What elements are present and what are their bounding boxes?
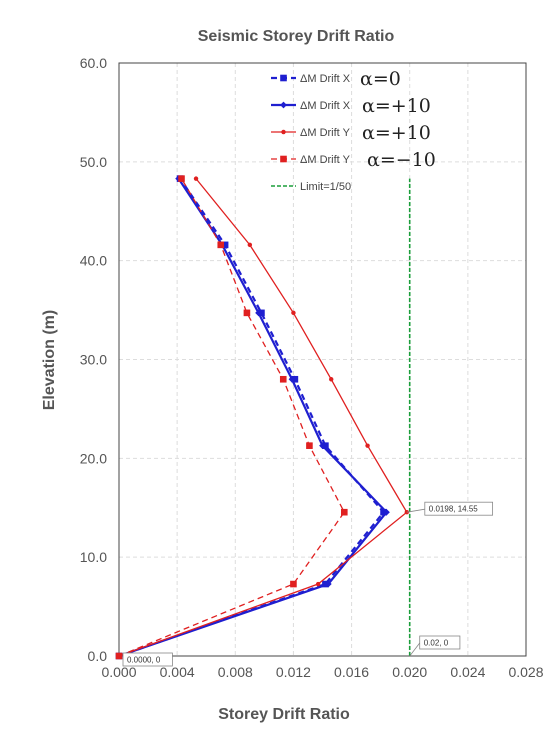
legend-label: ΔM Drift X	[300, 100, 351, 112]
legend-entry-5: Limit=1/50	[271, 181, 351, 193]
data-point-circle	[247, 242, 253, 248]
y-axis-ticks: 0.0 10.0 20.0 30.0 40.0 50.0 60.0	[80, 55, 107, 664]
data-point-diamond	[319, 442, 326, 450]
series-line-3	[118, 178, 408, 657]
series-4	[115, 175, 348, 660]
data-point-circle	[329, 377, 334, 382]
x-tick-label: 0.024	[450, 664, 485, 680]
x-tick-label: 0.016	[334, 664, 369, 680]
data-point-square	[306, 442, 313, 449]
legend-alpha-label: α=0	[360, 68, 401, 90]
legend-entry-1: ΔM Drift X α=0	[271, 68, 401, 90]
data-point-square	[243, 309, 251, 317]
data-callout: 0.0198, 14.55	[406, 501, 494, 516]
callout-box	[419, 635, 461, 650]
x-axis-ticks: 0.000 0.004 0.008 0.012 0.016 0.020 0.024 0.028	[101, 664, 543, 680]
x-tick-label: 0.004	[160, 664, 195, 680]
chart-title: Seismic Storey Drift Ratio	[198, 28, 395, 45]
y-tick-label: 60.0	[80, 55, 107, 71]
data-point-diamond	[255, 309, 262, 317]
x-tick-label: 0.020	[392, 664, 427, 680]
data-point-diamond	[280, 101, 287, 109]
x-tick-label: 0.008	[218, 664, 253, 680]
data-point-circle	[315, 581, 321, 587]
legend-label: ΔM Drift Y	[300, 154, 351, 166]
data-point-square	[280, 74, 287, 82]
callout-leader	[406, 508, 425, 513]
data-point-diamond	[383, 508, 390, 516]
legend-entry-3: ΔM Drift Y α=+10	[271, 122, 431, 144]
legend-alpha-label: α=−10	[367, 149, 436, 171]
data-point-circle	[404, 509, 410, 515]
y-tick-label: 0.0	[88, 648, 108, 664]
data-point-square	[217, 241, 225, 249]
callout-box	[122, 652, 173, 667]
legend-entry-2: ΔM Drift X α=+10	[271, 95, 431, 117]
data-point-square	[115, 652, 123, 660]
data-point-circle	[291, 310, 296, 316]
callout-leader	[409, 642, 421, 657]
callout-label: 0.0000, 0	[127, 656, 161, 665]
callout-label: 0.0198, 14.55	[429, 505, 478, 514]
x-tick-label: 0.012	[276, 664, 311, 680]
legend-alpha-label: α=+10	[362, 122, 431, 144]
legend-entry-4: ΔM Drift Y α=−10	[271, 149, 436, 171]
series-line-1	[118, 177, 386, 658]
data-point-square	[280, 155, 287, 163]
y-tick-label: 30.0	[80, 352, 107, 368]
annotations-layer: 0.0198, 14.55 0.0000, 0 0.02, 0	[122, 501, 494, 667]
series-layer	[115, 175, 411, 660]
data-point-square	[279, 375, 287, 383]
legend-label: Limit=1/50	[300, 181, 351, 193]
data-point-circle	[281, 129, 286, 135]
legend-label: ΔM Drift X	[300, 73, 351, 85]
callout-label: 0.02, 0	[424, 639, 449, 648]
x-tick-label: 0.028	[508, 664, 543, 680]
y-tick-label: 50.0	[80, 154, 107, 170]
plot-frame	[118, 62, 527, 657]
callout-box	[424, 501, 494, 516]
data-callout: 0.02, 0	[409, 635, 461, 657]
data-point-square	[290, 580, 297, 588]
data-point-circle	[193, 176, 199, 181]
x-axis-title: Storey Drift Ratio	[218, 706, 350, 723]
legend-label: ΔM Drift Y	[300, 127, 351, 139]
series-3	[116, 176, 410, 659]
legend: ΔM Drift X α=0 ΔM Drift X α=+10 ΔM Drift Y α=…	[271, 68, 436, 193]
data-point-square	[178, 175, 185, 182]
y-tick-label: 20.0	[80, 450, 107, 466]
series-line-4	[118, 178, 346, 657]
y-tick-label: 40.0	[80, 253, 107, 269]
series-line-2	[118, 177, 388, 658]
data-point-square	[341, 508, 348, 516]
data-callout: 0.0000, 0	[122, 652, 173, 667]
y-axis-title: Elevation (m)	[41, 310, 58, 410]
x-tick-label: 0.000	[101, 664, 136, 680]
legend-alpha-label: α=+10	[362, 95, 431, 117]
data-point-diamond	[324, 580, 332, 588]
data-point-diamond	[288, 375, 296, 383]
y-tick-label: 10.0	[80, 549, 107, 565]
data-point-circle	[365, 443, 370, 448]
